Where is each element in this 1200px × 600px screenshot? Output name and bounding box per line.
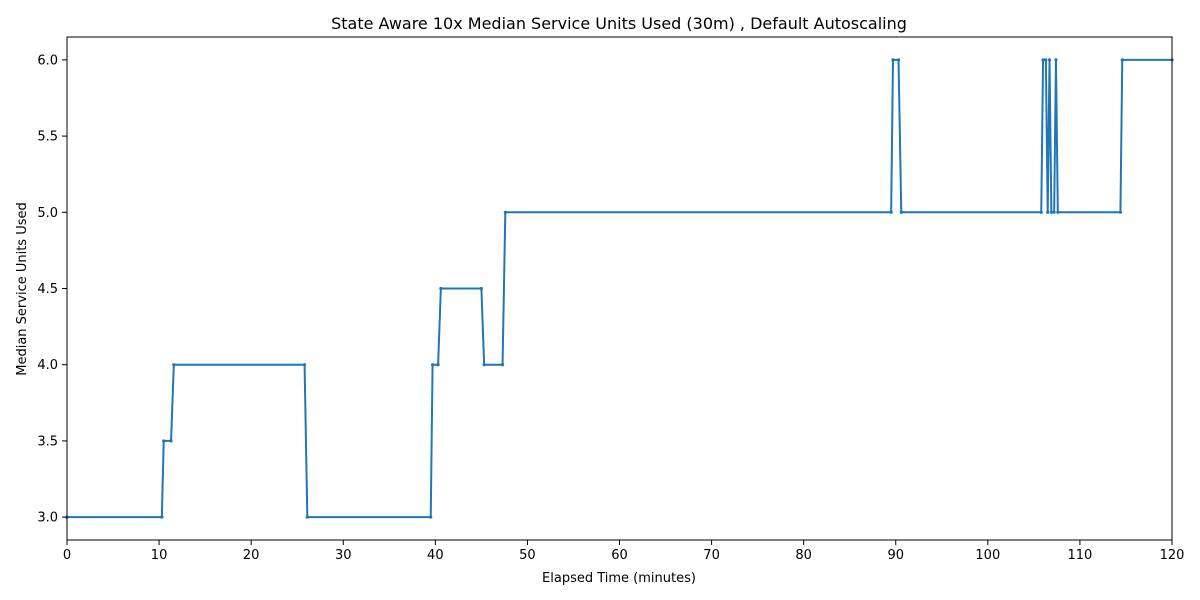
y-tick-label: 5.0 bbox=[37, 206, 58, 221]
x-tick-label: 110 bbox=[1068, 548, 1093, 563]
data-point bbox=[430, 363, 435, 367]
data-point bbox=[1047, 58, 1052, 62]
data-point bbox=[305, 515, 309, 519]
chart-title: State Aware 10x Median Service Units Use… bbox=[331, 14, 907, 33]
data-point bbox=[899, 210, 903, 214]
x-tick-label: 80 bbox=[795, 548, 812, 563]
data-point bbox=[160, 515, 164, 519]
data-point bbox=[1056, 210, 1060, 214]
data-point bbox=[1046, 210, 1050, 214]
x-tick-label: 0 bbox=[63, 548, 71, 563]
plot-area bbox=[65, 58, 1174, 519]
data-point bbox=[1039, 210, 1043, 214]
x-tick-label: 50 bbox=[519, 548, 536, 563]
x-tick-label: 10 bbox=[151, 548, 168, 563]
data-point bbox=[896, 58, 901, 62]
x-tick-label: 70 bbox=[703, 548, 720, 563]
data-point bbox=[479, 286, 483, 291]
data-point bbox=[500, 363, 505, 367]
data-point bbox=[503, 210, 507, 214]
data-point bbox=[172, 363, 176, 367]
y-tick-label: 4.5 bbox=[37, 282, 58, 297]
data-point bbox=[439, 286, 443, 291]
x-tick-label: 30 bbox=[335, 548, 352, 563]
y-tick-label: 3.5 bbox=[37, 434, 58, 449]
x-tick-label: 60 bbox=[611, 548, 628, 563]
data-point bbox=[169, 439, 173, 443]
series-line bbox=[67, 58, 1172, 519]
y-tick-label: 6.0 bbox=[37, 53, 58, 68]
data-point bbox=[889, 210, 893, 214]
x-tick-label: 120 bbox=[1160, 548, 1185, 563]
y-axis: 3.0 3.5 4.0 4.5 5.0 5.5 6.0 bbox=[37, 53, 67, 526]
data-point bbox=[1052, 210, 1056, 214]
y-tick-label: 3.0 bbox=[37, 511, 58, 526]
data-point bbox=[1041, 58, 1045, 62]
data-point bbox=[482, 363, 486, 367]
data-point bbox=[162, 439, 166, 443]
x-tick-label: 90 bbox=[887, 548, 904, 563]
x-tick-label: 20 bbox=[243, 548, 260, 563]
data-point bbox=[1049, 210, 1053, 214]
data-point bbox=[1118, 210, 1123, 214]
data-point bbox=[429, 515, 433, 519]
y-axis-label: Median Service Units Used bbox=[15, 202, 30, 376]
plot-frame bbox=[66, 36, 1173, 541]
y-tick-label: 5.5 bbox=[37, 130, 58, 145]
data-point bbox=[1044, 58, 1048, 62]
x-tick-label: 100 bbox=[975, 548, 1000, 563]
x-tick-label: 40 bbox=[427, 548, 444, 563]
x-axis: 0 10 20 30 40 50 60 70 80 90 100 110 120 bbox=[63, 540, 1185, 563]
y-tick-label: 4.0 bbox=[37, 358, 58, 373]
data-point bbox=[302, 363, 307, 367]
data-point bbox=[1054, 58, 1058, 62]
data-point bbox=[1120, 58, 1124, 62]
data-point bbox=[436, 363, 440, 367]
data-point bbox=[891, 58, 895, 62]
x-axis-label: Elapsed Time (minutes) bbox=[542, 571, 696, 586]
